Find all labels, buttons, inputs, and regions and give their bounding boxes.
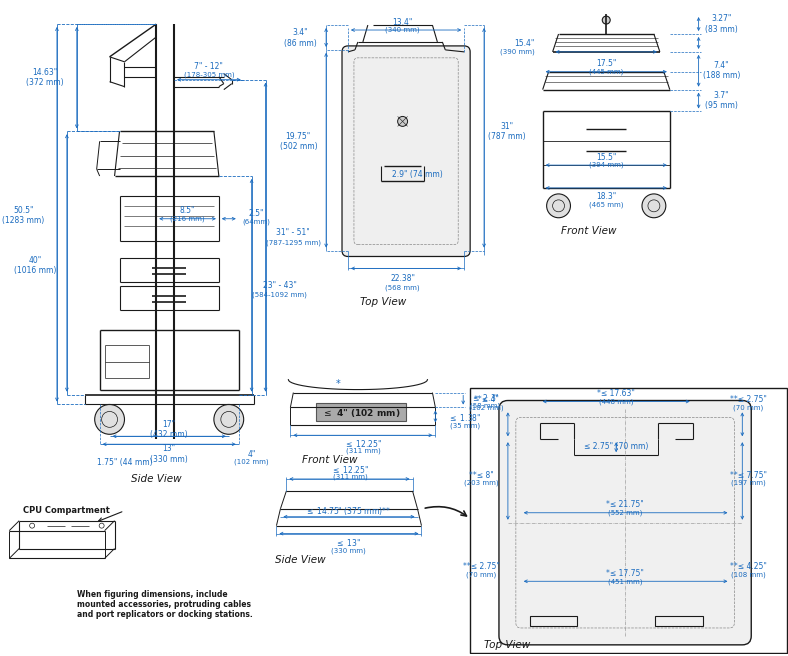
Bar	[316, 403, 406, 421]
Text: CPU Compartment: CPU Compartment	[24, 506, 110, 515]
Text: 1.75" (44 mm): 1.75" (44 mm)	[97, 458, 152, 466]
Text: 7" - 12": 7" - 12"	[195, 62, 223, 72]
Text: 31" - 51": 31" - 51"	[277, 228, 310, 237]
Text: **≤ 4": **≤ 4"	[474, 395, 499, 404]
Text: mounted accessories, protruding cables: mounted accessories, protruding cables	[76, 600, 251, 609]
Text: *≤ 17.63": *≤ 17.63"	[597, 389, 635, 398]
Circle shape	[398, 116, 407, 127]
Text: $\leq$ 13": $\leq$ 13"	[335, 537, 361, 548]
Text: (330 mm): (330 mm)	[331, 547, 366, 554]
Text: 17"
(432 mm): 17" (432 mm)	[151, 420, 188, 439]
Text: Side View: Side View	[275, 556, 325, 565]
Text: (108 mm): (108 mm)	[731, 571, 766, 577]
Text: $\leq$ 12.25": $\leq$ 12.25"	[331, 464, 369, 474]
Bar	[655, 616, 703, 626]
FancyBboxPatch shape	[342, 46, 470, 256]
Text: Top View: Top View	[484, 640, 530, 650]
Bar	[530, 616, 578, 626]
Text: Front View: Front View	[560, 226, 616, 236]
Text: ≤ 2.75" (70 mm): ≤ 2.75" (70 mm)	[584, 441, 649, 451]
Text: (311 mm): (311 mm)	[345, 448, 381, 455]
Text: 50.5"
(1283 mm): 50.5" (1283 mm)	[2, 206, 44, 226]
Text: 22.38": 22.38"	[390, 274, 415, 283]
Text: (197 mm): (197 mm)	[731, 480, 766, 486]
Text: (70 mm): (70 mm)	[733, 404, 764, 411]
Text: (451 mm): (451 mm)	[608, 578, 642, 584]
Text: 2.9" (74 mm): 2.9" (74 mm)	[392, 169, 443, 178]
Text: 14.63"
(372 mm): 14.63" (372 mm)	[26, 68, 64, 87]
Text: **≤ 2.75": **≤ 2.75"	[730, 395, 767, 404]
Text: (787-1295 mm): (787-1295 mm)	[266, 239, 321, 246]
Text: Front View: Front View	[303, 455, 358, 465]
Text: 31"
(787 mm): 31" (787 mm)	[488, 121, 526, 141]
Text: Top View: Top View	[359, 297, 406, 307]
Text: (445 mm): (445 mm)	[589, 68, 623, 75]
Text: 15.5": 15.5"	[596, 153, 616, 161]
Text: **≤ 7.75": **≤ 7.75"	[730, 470, 767, 480]
Text: Side View: Side View	[131, 474, 181, 484]
Text: (568 mm): (568 mm)	[385, 284, 420, 291]
Text: When figuring dimensions, include: When figuring dimensions, include	[76, 590, 228, 599]
Circle shape	[642, 194, 666, 218]
Bar	[470, 388, 787, 653]
Text: $\leq$ 12.25": $\leq$ 12.25"	[344, 438, 382, 449]
Text: 2.5": 2.5"	[249, 209, 264, 218]
FancyBboxPatch shape	[499, 401, 751, 645]
Text: 18.3": 18.3"	[596, 192, 616, 201]
Text: 13.4": 13.4"	[392, 18, 413, 27]
Text: 40"
(1016 mm): 40" (1016 mm)	[14, 256, 56, 275]
Text: (216 mm): (216 mm)	[169, 215, 204, 222]
Text: (203 mm): (203 mm)	[464, 480, 498, 486]
Text: (70 mm): (70 mm)	[466, 571, 496, 577]
Text: 13"
(330 mm): 13" (330 mm)	[151, 445, 188, 464]
Text: **≤ 8": **≤ 8"	[469, 470, 493, 480]
Text: (311 mm): (311 mm)	[333, 474, 367, 480]
Text: and port replicators or docking stations.: and port replicators or docking stations…	[76, 609, 253, 619]
Text: 3.4"
(86 mm): 3.4" (86 mm)	[284, 28, 317, 48]
Text: 7.4"
(188 mm): 7.4" (188 mm)	[703, 61, 740, 81]
Text: *≤ 17.75": *≤ 17.75"	[606, 569, 644, 578]
Text: (102 mm): (102 mm)	[469, 404, 504, 411]
Text: *: *	[336, 379, 340, 388]
Text: $\leq$ 14.75" (375 mm)**: $\leq$ 14.75" (375 mm)**	[305, 504, 391, 517]
Text: 4": 4"	[247, 449, 256, 459]
Text: (448 mm): (448 mm)	[599, 398, 634, 405]
Text: (64mm): (64mm)	[243, 218, 270, 225]
Text: **≤ 4.25": **≤ 4.25"	[730, 562, 767, 571]
Text: 19.75"
(502 mm): 19.75" (502 mm)	[280, 132, 317, 151]
Text: *≤ 21.75": *≤ 21.75"	[606, 501, 644, 509]
Text: (35 mm): (35 mm)	[450, 422, 480, 428]
Text: (58 mm): (58 mm)	[470, 402, 500, 409]
Text: 8.5": 8.5"	[180, 206, 195, 215]
Circle shape	[547, 194, 571, 218]
Text: (340 mm): (340 mm)	[385, 27, 420, 33]
Text: (552 mm): (552 mm)	[608, 510, 642, 516]
Text: (178-305 mm): (178-305 mm)	[184, 72, 234, 78]
Text: 15.4": 15.4"	[515, 39, 535, 49]
Text: **≤ 2.75": **≤ 2.75"	[463, 562, 500, 571]
Text: (584-1092 mm): (584-1092 mm)	[252, 292, 307, 298]
Text: 23" - 43": 23" - 43"	[262, 281, 296, 290]
Circle shape	[95, 405, 125, 434]
Text: $\leq$ 2.3": $\leq$ 2.3"	[470, 392, 500, 403]
Circle shape	[602, 16, 610, 24]
Circle shape	[214, 405, 243, 434]
Text: (390 mm): (390 mm)	[500, 49, 535, 55]
Text: 17.5": 17.5"	[596, 59, 616, 68]
Text: $\leq$ 4" (102 mm): $\leq$ 4" (102 mm)	[322, 407, 400, 419]
Text: $\leq$ 1.38": $\leq$ 1.38"	[448, 412, 482, 423]
Text: (394 mm): (394 mm)	[589, 162, 623, 169]
Text: (102 mm): (102 mm)	[234, 459, 269, 465]
Text: 3.27"
(83 mm): 3.27" (83 mm)	[705, 14, 738, 33]
Text: 3.7"
(95 mm): 3.7" (95 mm)	[705, 91, 738, 110]
Text: (465 mm): (465 mm)	[589, 201, 623, 208]
